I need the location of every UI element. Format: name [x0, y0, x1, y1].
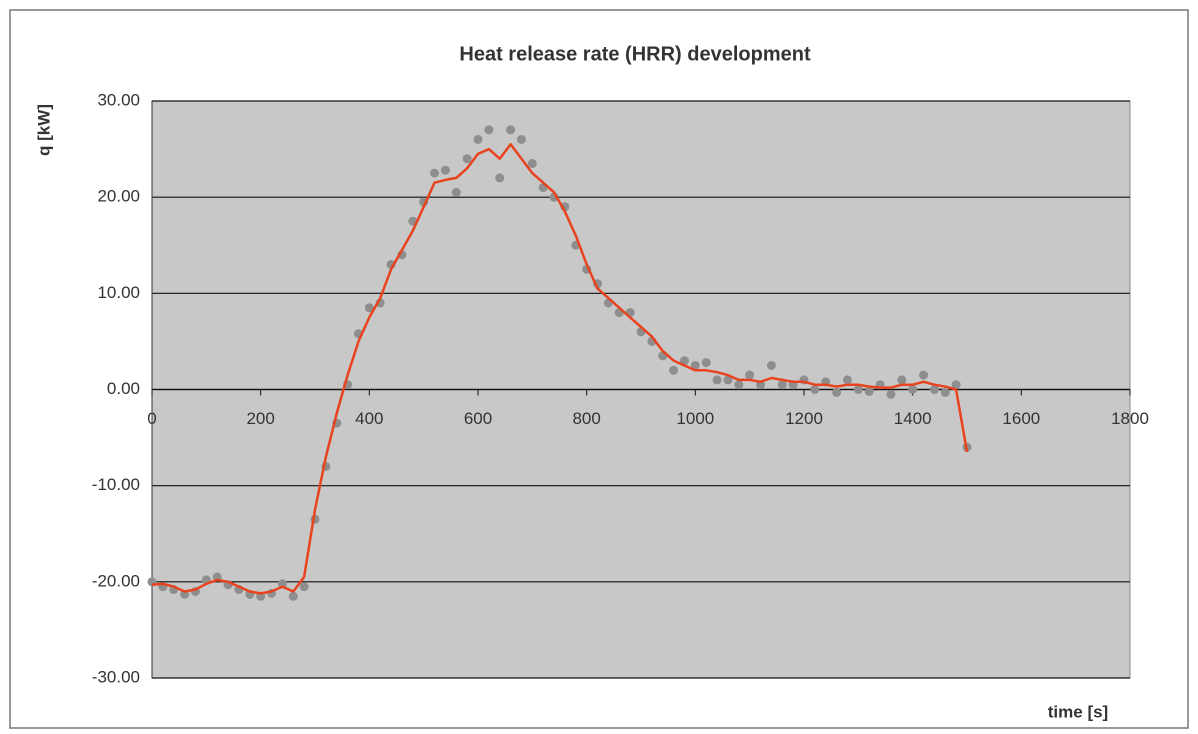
data-point — [364, 303, 374, 313]
x-tick-label: 800 — [572, 409, 600, 428]
y-tick-label: -30.00 — [92, 667, 140, 686]
data-point — [506, 125, 516, 135]
x-axis-label: time [s] — [1048, 702, 1108, 721]
data-point — [516, 134, 526, 144]
x-tick-label: 1800 — [1111, 409, 1149, 428]
data-point — [701, 358, 711, 368]
x-tick-label: 1400 — [894, 409, 932, 428]
data-point — [734, 380, 744, 390]
x-tick-label: 0 — [147, 409, 156, 428]
x-tick-label: 1000 — [676, 409, 714, 428]
data-point — [810, 385, 820, 394]
data-point — [723, 375, 733, 385]
y-tick-label: 20.00 — [97, 187, 140, 206]
data-point — [669, 365, 679, 375]
data-point — [527, 159, 537, 169]
data-point — [440, 165, 450, 175]
data-line — [151, 143, 969, 595]
data-point — [462, 154, 472, 164]
data-point — [777, 380, 787, 390]
data-point — [940, 387, 950, 397]
data-point — [299, 582, 309, 592]
x-tick-label: 400 — [355, 409, 383, 428]
data-point — [864, 386, 874, 396]
data-point — [484, 125, 494, 135]
data-point — [495, 173, 505, 183]
data-point — [951, 380, 961, 390]
data-point — [451, 187, 461, 197]
data-point — [288, 591, 298, 601]
data-point — [897, 375, 907, 385]
data-point — [690, 360, 700, 370]
data-point — [430, 168, 440, 178]
data-point — [919, 370, 929, 380]
y-tick-label: -20.00 — [92, 571, 140, 590]
y-tick-label: 10.00 — [97, 283, 140, 302]
data-point — [679, 356, 689, 366]
x-tick-label: 600 — [464, 409, 492, 428]
x-tick-label: 200 — [246, 409, 274, 428]
data-point — [745, 370, 755, 380]
data-point — [766, 360, 776, 370]
data-point — [853, 385, 863, 394]
data-point — [712, 375, 722, 385]
x-tick-label: 1200 — [785, 409, 823, 428]
y-tick-label: 0.00 — [107, 379, 140, 398]
y-axis-label: q [kW] — [34, 104, 53, 156]
y-tick-label: 30.00 — [97, 90, 140, 109]
x-tick-label: 1600 — [1002, 409, 1040, 428]
data-point — [929, 385, 939, 394]
data-point — [842, 375, 852, 385]
data-point — [277, 579, 287, 589]
chart-title: Heat release rate (HRR) development — [459, 43, 811, 65]
data-point — [473, 134, 483, 144]
data-point — [908, 385, 918, 394]
data-point — [886, 389, 896, 399]
y-tick-label: -10.00 — [92, 475, 140, 494]
data-point — [832, 387, 842, 397]
